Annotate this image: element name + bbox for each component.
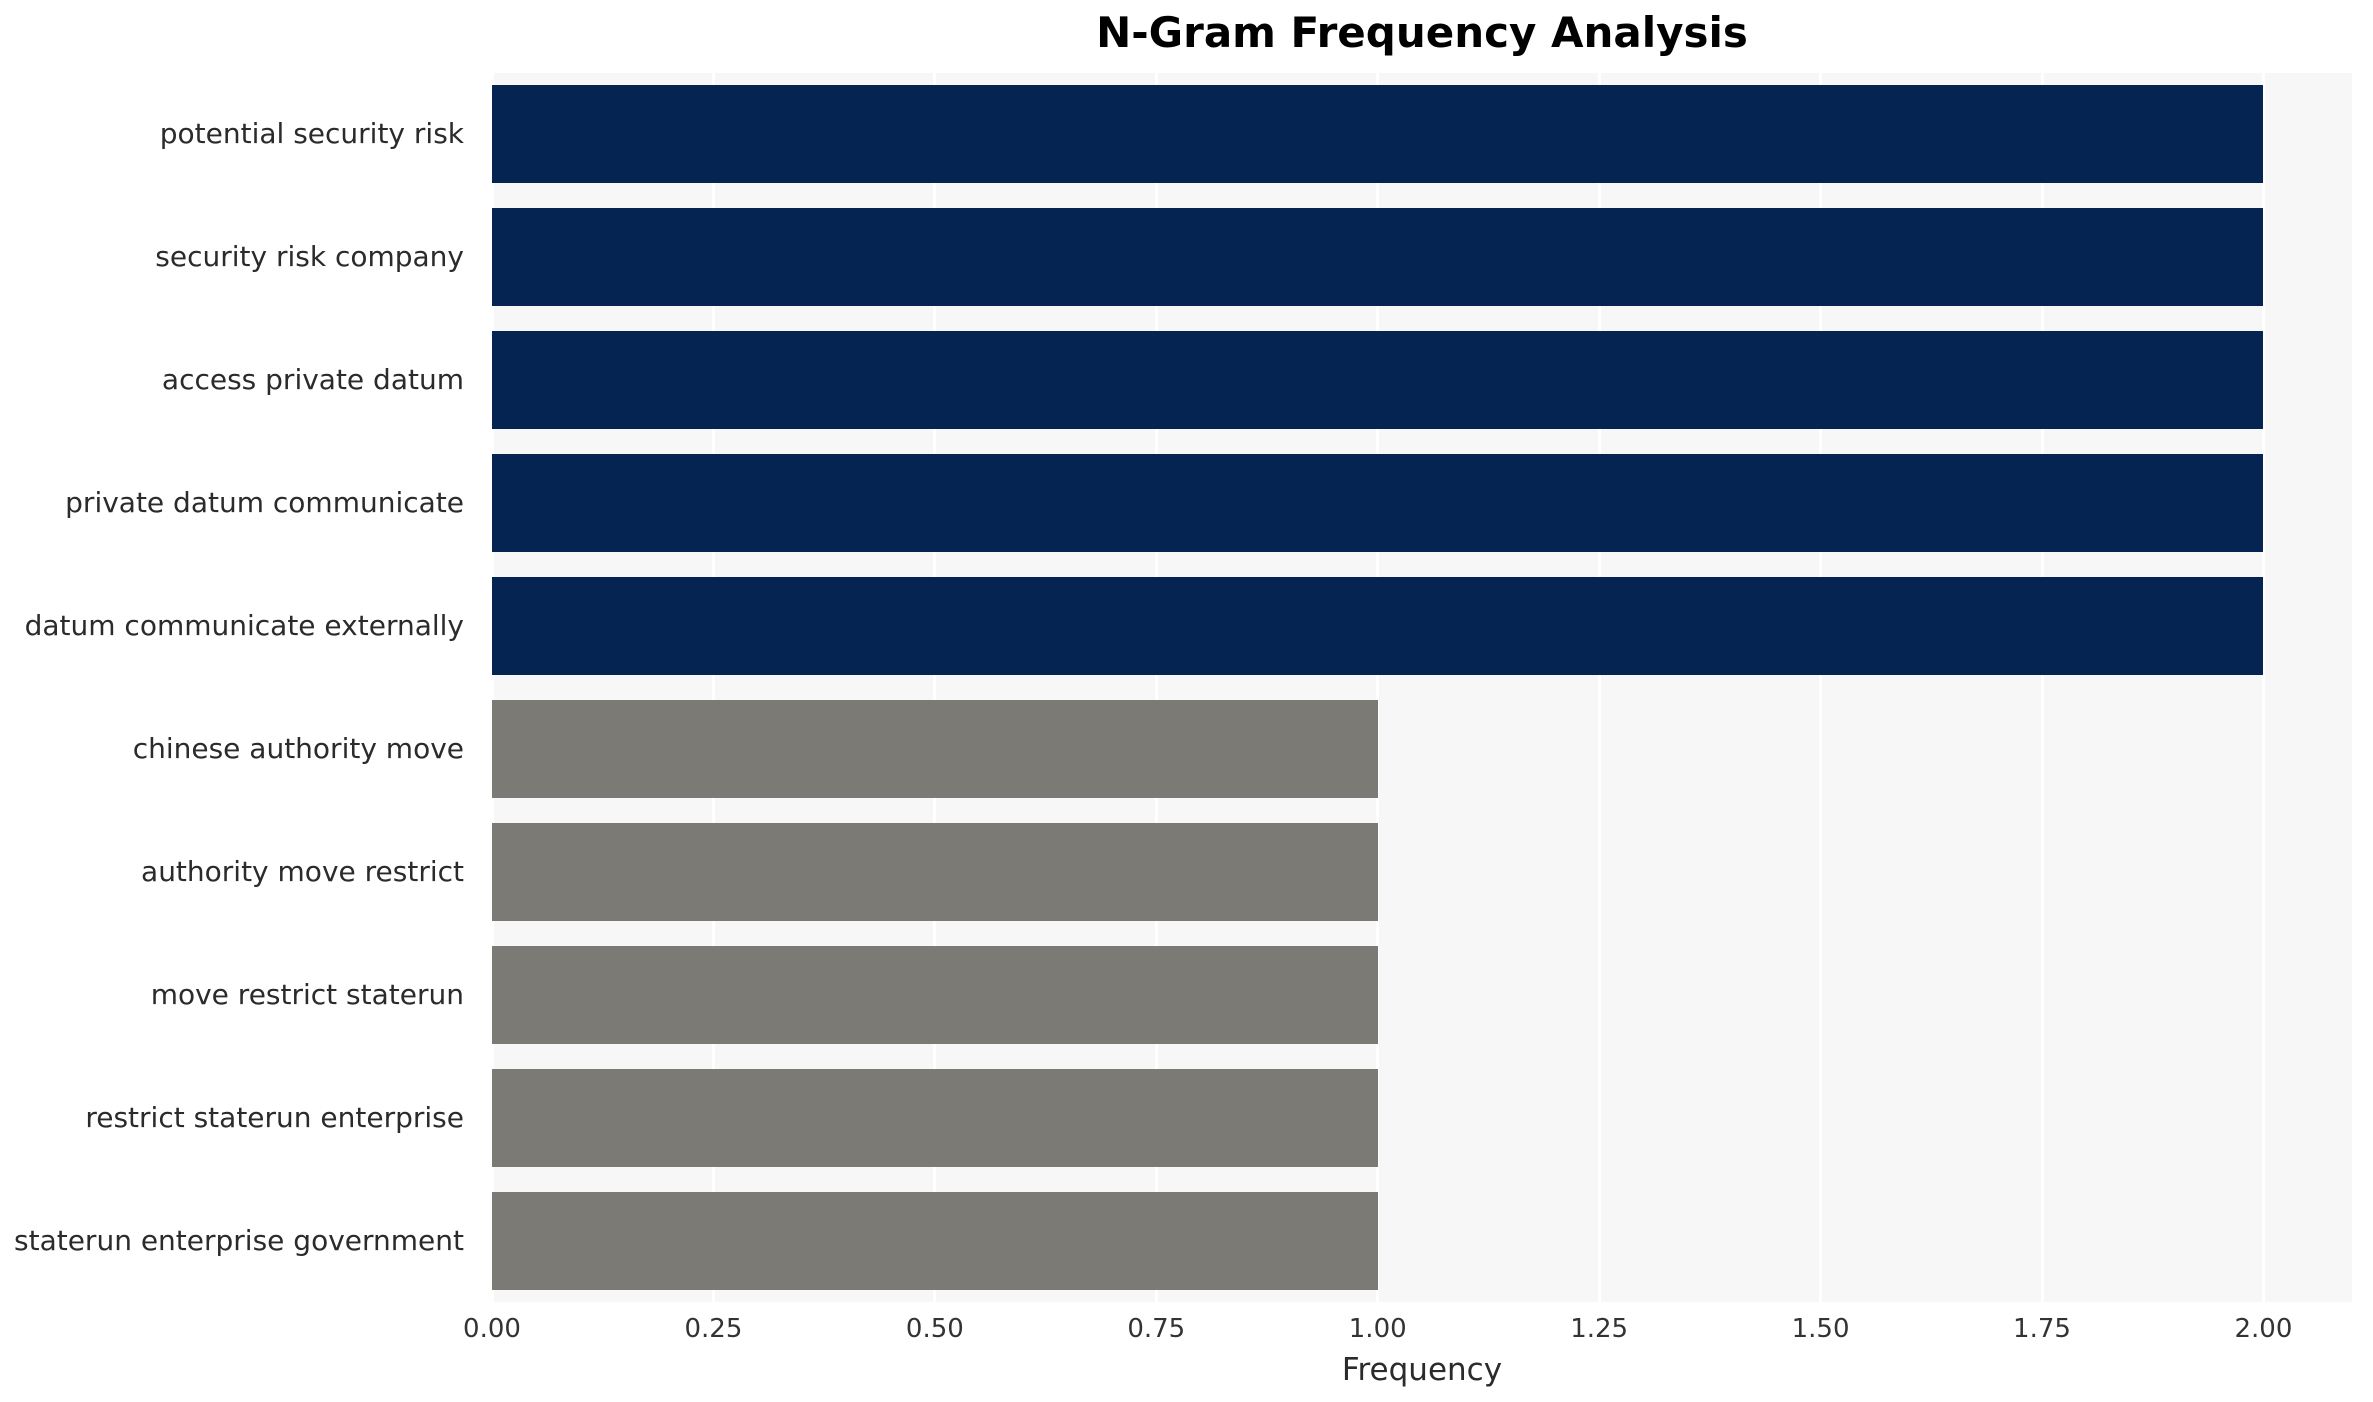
x-tick-label: 0.50 (905, 1314, 964, 1344)
category-label: datum communicate externally (24, 609, 464, 643)
x-tick-label: 0.25 (684, 1314, 743, 1344)
bar-row (492, 699, 2352, 798)
bar-authority-move-restrict (492, 822, 1378, 921)
bar-restrict-staterun-enterprise (492, 1068, 1378, 1167)
bar-move-restrict-staterun (492, 945, 1378, 1044)
bar-row (492, 454, 2352, 553)
x-axis-tick-labels: 0.00 0.25 0.50 0.75 1.00 1.25 1.50 1.75 2.00 (463, 1302, 2352, 1352)
category-label: staterun enterprise government (14, 1223, 464, 1257)
x-tick-label: 1.00 (1348, 1314, 1407, 1344)
gridline (1819, 73, 1823, 1302)
bar-staterun-enterprise-government (492, 1191, 1378, 1290)
bar-row (492, 822, 2352, 921)
bar-row (492, 331, 2352, 430)
gridline (490, 73, 494, 1302)
category-label: private datum communicate (65, 486, 464, 520)
bar-row (492, 85, 2352, 184)
x-tick-label: 1.50 (1791, 1314, 1850, 1344)
category-label: security risk company (155, 240, 464, 274)
category-label: access private datum (161, 363, 464, 397)
x-tick-label: 1.75 (2013, 1314, 2071, 1344)
chart-title: N-Gram Frequency Analysis (1096, 8, 1748, 57)
bar-datum-communicate-externally (492, 577, 2264, 676)
x-tick-label: 2.00 (2234, 1314, 2293, 1344)
x-axis-label: Frequency (1341, 1352, 1503, 1388)
gridline (2040, 73, 2044, 1302)
bar-access-private-datum (492, 331, 2264, 430)
category-label: chinese authority move (132, 731, 464, 765)
bar-private-datum-communicate (492, 454, 2264, 553)
bar-row (492, 577, 2352, 676)
bar-row (492, 208, 2352, 307)
gridline (2261, 73, 2265, 1302)
gridline (1597, 73, 1601, 1302)
y-axis-category-labels: potential security risk security risk com… (0, 73, 478, 1302)
gridline (1376, 73, 1380, 1302)
x-tick-label: 0.00 (463, 1314, 521, 1344)
category-label: authority move restrict (141, 854, 464, 888)
category-label: restrict staterun enterprise (85, 1100, 464, 1134)
bar-security-risk-company (492, 208, 2264, 307)
bar-row (492, 1068, 2352, 1167)
category-label: move restrict staterun (150, 977, 464, 1011)
bar-row (492, 945, 2352, 1044)
bar-potential-security-risk (492, 85, 2264, 184)
gridline (1154, 73, 1158, 1302)
category-label: potential security risk (159, 117, 464, 151)
x-tick-label: 1.25 (1570, 1314, 1629, 1344)
plot-area (490, 73, 2352, 1302)
gridline (933, 73, 937, 1302)
gridline (711, 73, 715, 1302)
bar-row (492, 1191, 2352, 1290)
x-tick-label: 0.75 (1127, 1314, 1186, 1344)
bar-chinese-authority-move (492, 699, 1378, 798)
